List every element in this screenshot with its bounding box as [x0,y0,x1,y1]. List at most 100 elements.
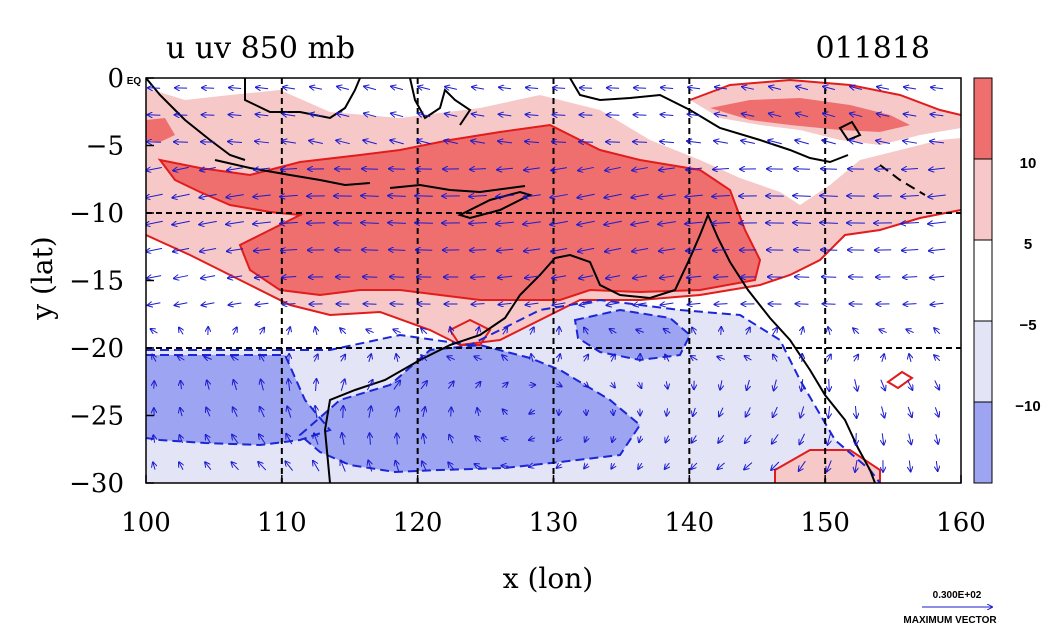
wind-vector [795,277,810,278]
y-tick-label: 0 [107,64,124,94]
wind-vector [693,407,696,416]
x-tick-label: 150 [800,508,850,538]
wind-vector [605,248,622,251]
coastline-lesser-sunda [389,183,526,194]
wind-vector [584,328,588,335]
wind-vector [795,140,809,144]
wind-vector [661,114,674,115]
wind-vector [283,87,296,89]
wind-vector [525,141,540,142]
wind-vector [253,222,271,224]
wind-vector [769,113,782,116]
vector-key-value: 0.300E+02 [933,590,982,601]
y-tick-label: −25 [69,402,124,432]
wind-vector [447,356,455,359]
wind-vector [154,381,155,389]
wind-vector [391,113,404,116]
wind-vector [855,460,857,472]
wind-vector [685,195,703,197]
wind-vector [173,248,190,251]
wind-vector [523,222,541,225]
wind-vector [417,140,431,144]
wind-vector [370,433,371,445]
wind-vector [524,168,540,170]
positive-contour-outer [146,209,961,347]
wind-vector [882,406,885,417]
wind-vector [499,303,512,304]
wind-vector [744,462,753,470]
wind-vector [524,249,541,251]
negative-contour-east [573,308,692,362]
coastline-new-britain [838,120,862,142]
wind-vector [877,114,890,117]
wind-vector [849,140,863,143]
wind-vector [658,195,676,198]
wind-vector [882,433,884,444]
wind-vector [362,250,379,251]
wind-vector [146,167,162,170]
strong-negative-region-west [146,355,330,445]
positive-contour-inner [157,123,762,301]
x-tick-label: 140 [665,508,715,538]
wind-vector [604,220,622,225]
wind-vector [280,195,298,196]
wind-vector [930,141,945,143]
wind-vector [691,356,698,360]
wind-vector [801,327,803,335]
wind-vector [529,438,536,440]
wind-vector [529,410,534,414]
wind-vector [799,460,806,471]
wind-vector [578,167,594,170]
wind-vector [639,381,642,388]
wind-vector [930,276,945,278]
wind-vector [714,141,728,143]
wind-vector [501,466,509,467]
wind-vector [745,356,752,360]
wind-vector [853,328,860,335]
wind-vector [530,327,534,335]
wind-vector [391,304,404,305]
wind-vector [315,327,317,336]
wind-vector [929,168,945,170]
wind-vector [420,381,427,390]
wind-vector [631,221,649,224]
wind-vector [261,380,264,391]
wind-vector [550,221,568,224]
wind-vector [340,328,347,335]
wind-vector [202,115,215,116]
wind-vector [199,194,217,197]
wind-vector [152,355,156,362]
wind-vector [715,114,728,116]
x-tick-label: 100 [121,508,171,538]
wind-vector [901,222,919,223]
date-code: 011818 [815,31,930,66]
wind-vector [388,196,406,197]
wind-vector [686,168,702,170]
wind-vector [820,196,838,197]
wind-vector [928,222,946,224]
wind-vector [181,381,182,390]
negative-contour-outer [146,298,881,483]
wind-vector [934,355,941,362]
y-axis-label: y (lat) [26,236,59,320]
wind-vector [423,407,425,417]
wind-vector [393,329,401,332]
wind-vector [313,461,320,472]
wind-vector [882,354,884,362]
wind-vector [475,464,482,468]
wind-vector [451,407,452,417]
wind-vector [260,407,265,418]
wind-vector [226,195,244,198]
wind-vector [499,87,512,89]
wind-vector [901,195,919,196]
strong-negative-region-center [300,345,640,472]
colorbar-label: 10 [1020,155,1037,172]
wind-vector [774,379,777,391]
wind-vector [605,167,621,170]
wind-vector [909,460,910,472]
wind-vector [611,463,614,468]
wind-vector [742,114,755,117]
wind-vector [660,276,675,278]
wind-vector [800,406,803,417]
wind-vector [666,381,667,388]
